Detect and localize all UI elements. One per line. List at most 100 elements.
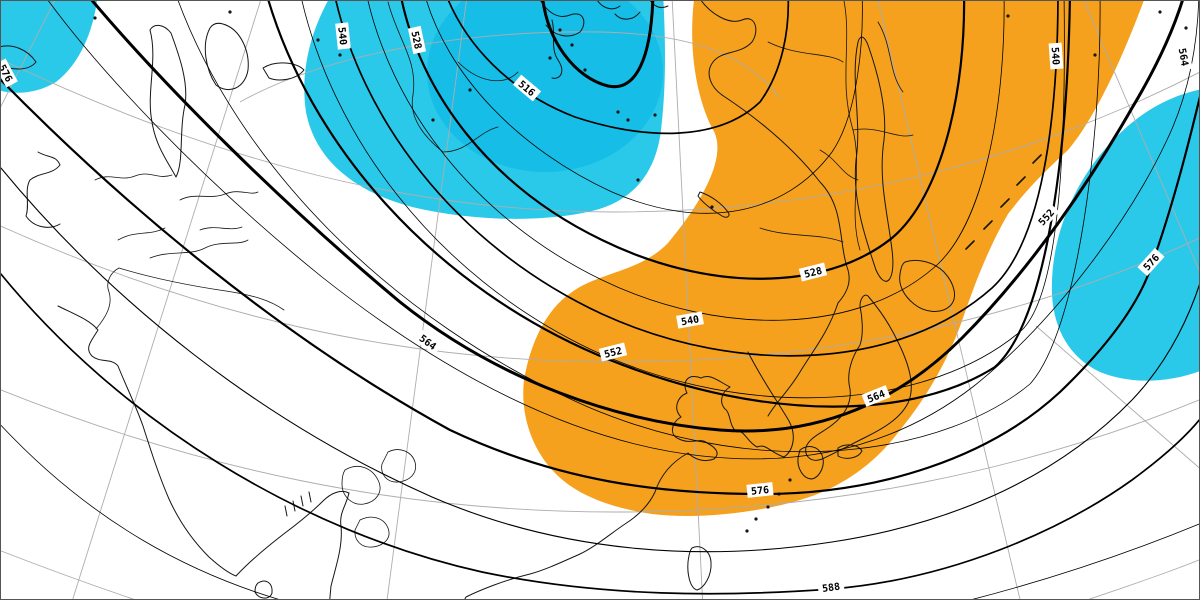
cold-anomaly-right-edge xyxy=(1051,89,1200,381)
graticule-meridian xyxy=(1035,325,1200,470)
coastline-india-west xyxy=(57,305,237,577)
contour-line-522 xyxy=(425,0,863,214)
river-central-asia xyxy=(94,173,259,259)
coastline-kara-sea xyxy=(539,0,585,79)
contour-label-box xyxy=(1048,42,1064,70)
contour-line-564 xyxy=(89,0,1185,433)
coastline-taiwan xyxy=(687,546,712,591)
coastline-okhotsk-north xyxy=(700,0,757,96)
warm-anomaly-east-asia xyxy=(523,0,1145,517)
contour-label: 540 xyxy=(335,22,351,50)
coastline-taymyr xyxy=(596,0,669,20)
island-dot xyxy=(93,16,97,20)
coastline-aral-sea xyxy=(204,22,249,90)
coastline-bohai-shandong xyxy=(672,376,718,462)
contour-label-box xyxy=(676,311,704,329)
island-dot xyxy=(338,53,342,57)
contour-label-value: 552 xyxy=(603,346,623,361)
contour-label-box xyxy=(1175,43,1193,71)
cold-anomaly-core xyxy=(427,0,663,172)
contour-line-594 xyxy=(0,423,283,600)
graticule-parallel xyxy=(0,389,1200,513)
contour-label-box xyxy=(1032,202,1060,232)
island-dot xyxy=(1184,26,1188,30)
coastline-korea-east xyxy=(747,351,794,458)
contour-label-value: 540 xyxy=(680,314,700,328)
contour-label: 564 xyxy=(1175,43,1193,71)
contour-label-box xyxy=(817,578,845,596)
contour-label-value: 540 xyxy=(1049,47,1061,66)
island-dot xyxy=(1093,53,1097,57)
contour-label-box xyxy=(407,25,427,55)
contour-label-box xyxy=(335,22,351,50)
island-dot xyxy=(558,28,562,32)
island-dot xyxy=(636,178,640,182)
contour-label: 576 xyxy=(746,482,774,498)
island-dot xyxy=(1158,10,1162,14)
island-dot xyxy=(468,88,472,92)
island-dot xyxy=(626,118,630,122)
coastline-south-caspian xyxy=(25,151,61,228)
contour-label-value: 588 xyxy=(821,582,840,595)
coastline-lake-baikal xyxy=(697,191,730,218)
river-indus-ganges xyxy=(95,267,285,330)
contour-label-box xyxy=(861,385,891,407)
contour-line-534 xyxy=(367,0,1005,321)
island-dot xyxy=(570,43,574,47)
graticule-meridian xyxy=(386,0,467,600)
island-dot xyxy=(583,68,587,72)
contour-line-528 xyxy=(400,0,966,280)
river-lena xyxy=(767,0,914,251)
island-dot xyxy=(431,118,435,122)
island-dot xyxy=(754,517,758,521)
graticule-parallel xyxy=(239,31,781,103)
contour-line-582 xyxy=(0,165,1200,553)
coastline-okhotsk-west xyxy=(721,94,850,417)
contour-label-box xyxy=(512,74,542,102)
graticule-parallel xyxy=(0,58,1200,213)
cold-anomaly-top-left-corner xyxy=(0,0,98,93)
contour-label-value: 576 xyxy=(751,485,770,498)
contour-label: 528 xyxy=(407,25,427,55)
island-dot xyxy=(710,205,714,209)
contour-line-588 xyxy=(0,271,1200,595)
coastline-kyushu xyxy=(797,446,824,480)
coastline-shikoku xyxy=(837,444,863,459)
coastline-india-east xyxy=(235,490,350,600)
contour-label-value: 528 xyxy=(408,30,423,50)
island-dot xyxy=(788,478,792,482)
contour-label-box xyxy=(413,329,443,355)
coastline-hokkaido xyxy=(899,259,956,312)
island-dot xyxy=(653,113,657,117)
contour-line-510 xyxy=(541,0,655,89)
island-dot xyxy=(228,10,232,14)
contour-line-570 xyxy=(47,0,1200,460)
graticule-meridian xyxy=(1083,0,1200,274)
coastline-sakhalin xyxy=(854,36,894,282)
contour-label-box xyxy=(798,262,828,282)
contour-label-value: 564 xyxy=(1176,47,1190,67)
graticule-parallel xyxy=(0,550,138,600)
coastline-sri-lanka xyxy=(254,580,273,599)
coastline-korea-west xyxy=(700,375,785,458)
coastline-caspian-sea xyxy=(149,25,187,178)
contour-label-box xyxy=(746,482,774,498)
contour-label: 528 xyxy=(798,262,828,282)
graticule-meridian xyxy=(72,0,262,600)
contour-label-box xyxy=(1137,247,1165,277)
graticule-meridian xyxy=(0,0,56,110)
coastline-lake-balkhash xyxy=(262,62,305,81)
graticule-parallel xyxy=(1085,559,1200,600)
contour-label-value: 540 xyxy=(335,27,348,46)
island-dot xyxy=(1006,14,1010,18)
contour-label: 588 xyxy=(817,578,845,596)
island-dot xyxy=(745,529,749,533)
island-dot xyxy=(316,38,320,42)
contour-label-box xyxy=(598,342,628,362)
graticule-meridian xyxy=(671,0,704,600)
contour-line-540 xyxy=(335,0,1059,357)
coastline-kuril-islands xyxy=(965,154,1042,250)
